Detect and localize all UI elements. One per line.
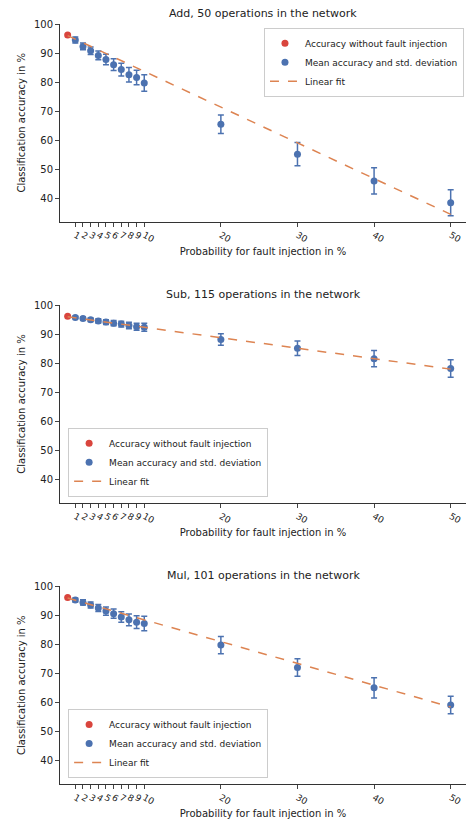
svg-text:Classification accuracy in %: Classification accuracy in %	[16, 615, 27, 754]
svg-text:50: 50	[40, 726, 53, 737]
svg-text:70: 70	[40, 387, 53, 398]
svg-text:3: 3	[87, 792, 97, 804]
svg-text:50: 50	[40, 164, 53, 175]
svg-text:40: 40	[40, 193, 53, 204]
svg-text:50: 50	[447, 511, 462, 526]
svg-text:8: 8	[126, 511, 136, 523]
svg-text:7: 7	[118, 792, 128, 804]
svg-text:Probability for fault injectio: Probability for fault injection in %	[180, 808, 347, 819]
svg-text:100: 100	[34, 581, 53, 592]
svg-text:4: 4	[95, 792, 105, 804]
svg-text:9: 9	[133, 230, 143, 242]
svg-text:Mean accuracy and std. deviati: Mean accuracy and std. deviation	[305, 58, 457, 68]
svg-text:Linear fit: Linear fit	[305, 77, 346, 87]
svg-text:100: 100	[34, 300, 53, 311]
svg-text:10: 10	[141, 511, 156, 526]
svg-text:1: 1	[72, 792, 82, 804]
svg-text:100: 100	[34, 19, 53, 30]
svg-text:50: 50	[447, 230, 462, 245]
svg-text:Mean accuracy and std. deviati: Mean accuracy and std. deviation	[109, 739, 261, 749]
svg-text:20: 20	[218, 511, 233, 526]
svg-text:6: 6	[110, 230, 120, 242]
svg-text:30: 30	[294, 792, 309, 807]
svg-text:Probability for fault injectio: Probability for fault injection in %	[180, 527, 347, 538]
svg-text:90: 90	[40, 610, 53, 621]
svg-text:70: 70	[40, 106, 53, 117]
svg-text:2: 2	[80, 230, 90, 242]
svg-text:80: 80	[40, 77, 53, 88]
svg-text:1: 1	[72, 230, 82, 242]
svg-text:Mul, 101 operations in the net: Mul, 101 operations in the network	[167, 569, 360, 582]
svg-text:8: 8	[126, 230, 136, 242]
svg-text:50: 50	[40, 445, 53, 456]
svg-text:Mean accuracy and std. deviati: Mean accuracy and std. deviation	[109, 458, 261, 468]
svg-text:Classification accuracy in %: Classification accuracy in %	[16, 53, 27, 192]
svg-text:90: 90	[40, 48, 53, 59]
svg-text:6: 6	[110, 511, 120, 523]
svg-text:60: 60	[40, 135, 53, 146]
svg-text:2: 2	[80, 511, 90, 523]
svg-text:80: 80	[40, 358, 53, 369]
svg-text:1: 1	[72, 511, 82, 523]
svg-text:40: 40	[371, 792, 386, 807]
svg-text:Linear fit: Linear fit	[109, 758, 150, 768]
svg-text:40: 40	[40, 474, 53, 485]
svg-text:3: 3	[87, 230, 97, 242]
svg-text:10: 10	[141, 792, 156, 807]
svg-text:10: 10	[141, 230, 156, 245]
svg-text:80: 80	[40, 639, 53, 650]
svg-text:50: 50	[447, 792, 462, 807]
svg-text:4: 4	[95, 230, 105, 242]
svg-text:5: 5	[103, 511, 113, 523]
svg-text:Accuracy without fault injecti: Accuracy without fault injection	[305, 39, 447, 49]
svg-text:30: 30	[294, 230, 309, 245]
svg-text:9: 9	[133, 511, 143, 523]
svg-text:40: 40	[371, 230, 386, 245]
svg-text:Add, 50 operations in the netw: Add, 50 operations in the network	[169, 7, 357, 20]
svg-text:20: 20	[218, 230, 233, 245]
svg-text:5: 5	[103, 792, 113, 804]
svg-text:60: 60	[40, 416, 53, 427]
svg-text:6: 6	[110, 792, 120, 804]
svg-text:40: 40	[40, 755, 53, 766]
svg-text:Classification accuracy in %: Classification accuracy in %	[16, 334, 27, 473]
svg-text:60: 60	[40, 697, 53, 708]
svg-text:9: 9	[133, 792, 143, 804]
svg-text:5: 5	[103, 230, 113, 242]
svg-text:Accuracy without fault injecti: Accuracy without fault injection	[109, 439, 251, 449]
svg-text:30: 30	[294, 511, 309, 526]
svg-text:Accuracy without fault injecti: Accuracy without fault injection	[109, 720, 251, 730]
svg-text:40: 40	[371, 511, 386, 526]
svg-text:4: 4	[95, 511, 105, 523]
svg-text:Linear fit: Linear fit	[109, 477, 150, 487]
svg-text:20: 20	[218, 792, 233, 807]
svg-text:70: 70	[40, 668, 53, 679]
svg-text:8: 8	[126, 792, 136, 804]
svg-text:7: 7	[118, 511, 128, 523]
svg-text:Probability for fault injectio: Probability for fault injection in %	[180, 246, 347, 257]
svg-text:90: 90	[40, 329, 53, 340]
svg-text:2: 2	[80, 792, 90, 804]
svg-text:7: 7	[118, 230, 128, 242]
svg-text:3: 3	[87, 511, 97, 523]
svg-text:Sub, 115 operations in the net: Sub, 115 operations in the network	[166, 288, 361, 301]
